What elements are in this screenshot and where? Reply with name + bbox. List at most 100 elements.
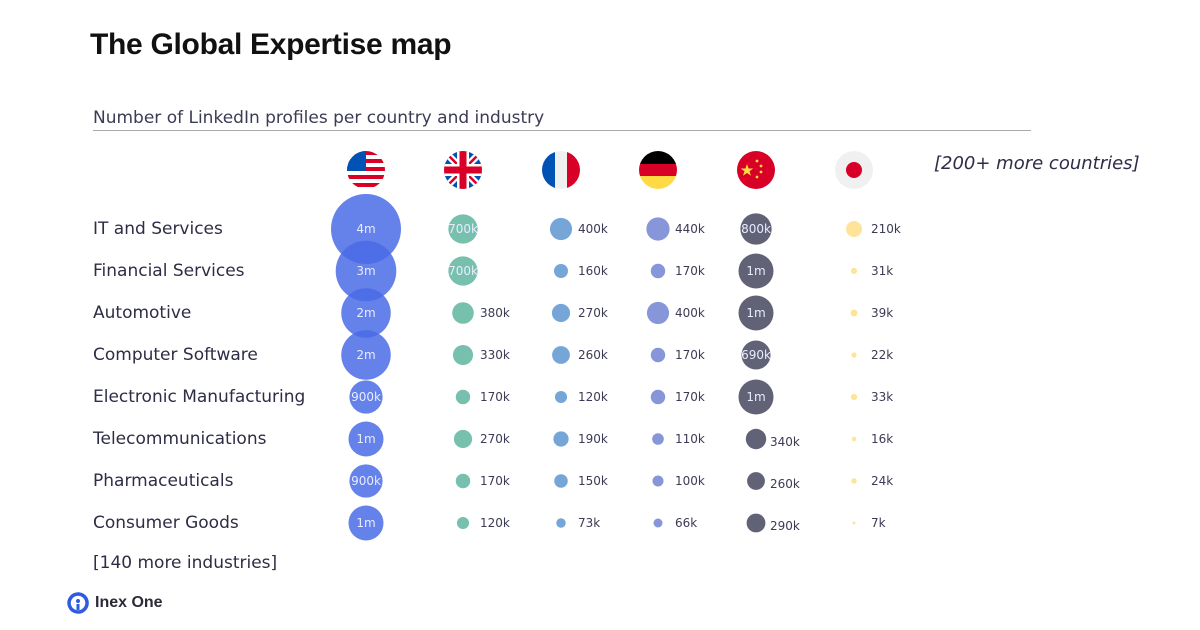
bubble-label: 110k [675,432,705,446]
bubble [740,213,772,245]
bubble [850,267,858,275]
bubble-label: 900k [351,390,381,404]
bubble-label: 1m [746,264,765,278]
bubble [652,475,664,487]
bubble [650,347,666,363]
bubble [851,478,857,484]
bubble [738,295,774,331]
logo: Inex One [66,591,163,615]
row-label: Telecommunications [93,429,267,449]
bubble [455,389,471,405]
bubble-label: 170k [675,348,705,362]
bubble-label: 1m [746,306,765,320]
bubble-label: 39k [871,306,893,320]
bubble [448,214,478,244]
bubble [646,217,670,241]
bubble-label: 3m [356,264,375,278]
bubble-label: 100k [675,474,705,488]
bubble-label: 400k [578,222,608,236]
bubble [747,472,765,490]
bubble [335,240,397,302]
bubble [552,346,570,364]
bubble-label: 7k [871,516,886,530]
bubble [341,288,391,338]
bubble-label: 1m [746,390,765,404]
bubble-label: 210k [871,222,901,236]
bubble [745,428,767,450]
bubble-label: 1m [356,432,375,446]
bubble-label: 33k [871,390,893,404]
bubble [553,431,569,447]
uk-flag-icon [444,151,482,189]
bubble [341,330,391,380]
bubble-label: 2m [356,348,375,362]
row-label: Pharmaceuticals [93,471,234,491]
bubble-label: 440k [675,222,705,236]
bubble-label: 330k [480,348,510,362]
bubble-label: 160k [578,264,608,278]
bubble-label: 170k [480,390,510,404]
row-label: Automotive [93,303,192,323]
bubble-label: 120k [578,390,608,404]
bubble-label: 31k [871,264,893,278]
bubble [549,217,573,241]
bubble [653,518,663,528]
bubble-label: 260k [770,477,800,491]
bubble-label: 73k [578,516,600,530]
bubble-label: 700k [448,264,478,278]
bubble [646,301,670,325]
bubble-label: 170k [480,474,510,488]
bubble-label: 270k [480,432,510,446]
bubble [551,303,571,323]
row-label: Consumer Goods [93,513,239,533]
bubble [556,518,566,528]
bubble [738,379,774,415]
bubble [448,256,478,286]
row-label: Computer Software [93,345,258,365]
bubble [453,429,473,449]
bubble [845,220,863,238]
row-label: Electronic Manufacturing [93,387,306,407]
china-flag-icon [737,151,775,189]
bubble-label: 24k [871,474,893,488]
page-title: The Global Expertise map [90,28,452,61]
bubble [652,433,664,445]
bubble [554,474,568,488]
germany-flag-icon [639,151,677,189]
bubble [650,389,666,405]
bubble-label: 120k [480,516,510,530]
bubble-label: 690k [741,348,771,362]
us-flag-icon [347,151,385,189]
bubble-label: 290k [770,519,800,533]
logo-text: Inex One [95,594,163,611]
bubble-label: 270k [578,306,608,320]
bubble [348,505,384,541]
row-label: Financial Services [93,261,245,281]
bubble [851,352,857,358]
bubble [741,340,771,370]
divider [93,130,1031,131]
bubble-label: 800k [741,222,771,236]
bubble [554,264,568,278]
bubble [349,464,383,498]
bubble [349,380,383,414]
bubble-label: 2m [356,306,375,320]
bubble-label: 16k [871,432,893,446]
bubble [850,309,858,317]
bubble [650,263,666,279]
bubble-label: 400k [675,306,705,320]
bubble [455,473,471,489]
bubble-label: 260k [578,348,608,362]
bubble [738,253,774,289]
row-label: IT and Services [93,219,223,239]
bubble-label: 700k [448,222,478,236]
japan-flag-icon [835,151,873,189]
chart-subtitle: Number of LinkedIn profiles per country … [93,108,545,128]
bubble [452,344,474,366]
bubble-label: 380k [480,306,510,320]
bubble [348,421,384,457]
bubble-label: 170k [675,390,705,404]
bubble-label: 900k [351,474,381,488]
